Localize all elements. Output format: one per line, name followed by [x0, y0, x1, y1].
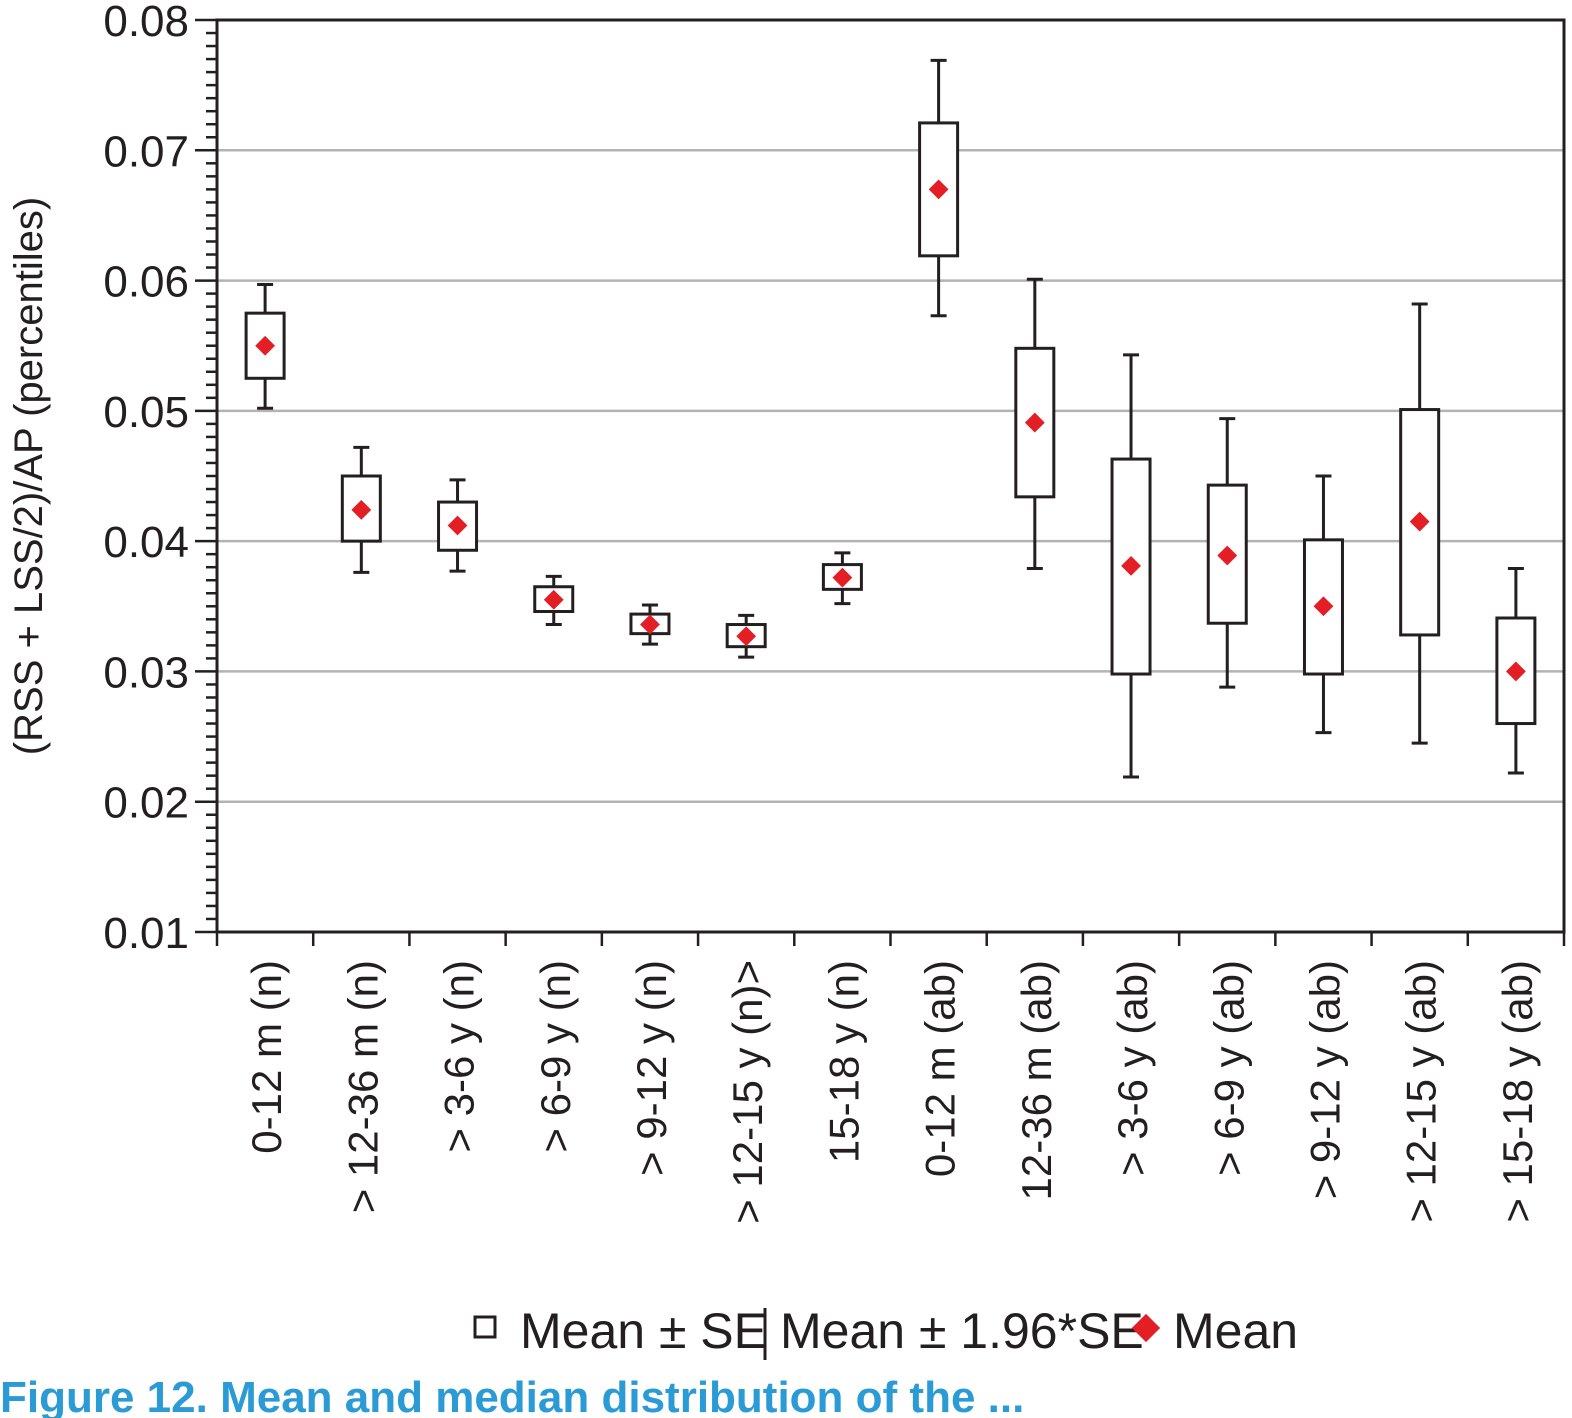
mean-marker [1217, 545, 1238, 566]
figure-caption: Figure 12. Mean and median distribution … [0, 1373, 1024, 1418]
x-category-label: > 12-15 y (n)> [724, 960, 771, 1224]
y-tick-label: 0.04 [103, 518, 189, 567]
legend-item-ci: Mean ± 1.96*SE [780, 1303, 1144, 1359]
y-tick-label: 0.02 [103, 779, 189, 828]
legend-box-swatch [473, 1315, 497, 1339]
x-category-label: > 9-12 y (ab) [1301, 960, 1348, 1199]
grid-lines [217, 149, 1564, 803]
x-category-label: > 12-36 m (n) [339, 960, 386, 1213]
y-tick-label: 0.06 [103, 258, 189, 307]
y-tick-label: 0.08 [103, 0, 189, 46]
mean-marker [447, 515, 468, 536]
x-category-label: > 15-18 y (ab) [1494, 960, 1541, 1223]
x-category-label: > 3-6 y (ab) [1109, 960, 1156, 1176]
box-group [437, 478, 479, 573]
box-group [1014, 277, 1056, 571]
box-group [821, 551, 863, 606]
x-category-label: 0-12 m (n) [243, 960, 290, 1154]
mean-marker [1121, 555, 1141, 576]
mean-marker [255, 335, 276, 356]
y-tick-label: 0.03 [103, 648, 189, 697]
y-axis-title: (RSS + LSS/2)/AP (percentiles) [7, 197, 51, 755]
x-category-label: > 6-9 y (ab) [1205, 960, 1252, 1176]
mean-marker [640, 614, 660, 635]
box-series [244, 58, 1537, 779]
axes: 0.01 0.02 0.03 0.04 0.05 0.06 0.07 0.08 0-12 m (… [103, 0, 1566, 1224]
x-category-label: > 12-15 y (ab) [1398, 960, 1445, 1223]
legend-mean-swatch [1131, 1313, 1161, 1343]
box-group [1495, 567, 1537, 775]
legend-item-mean: Mean [1173, 1303, 1298, 1359]
y-tick-label: 0.01 [103, 909, 189, 958]
mean-marker [832, 567, 853, 588]
x-category-label: > 9-12 y (n) [628, 960, 675, 1176]
x-category-label: 15-18 y (n) [820, 960, 867, 1163]
y-tick-label: 0.05 [103, 388, 189, 437]
mean-marker [1313, 596, 1334, 617]
box-group [725, 613, 767, 659]
box-group [244, 282, 286, 410]
box-group [1302, 474, 1344, 735]
box-group [1110, 353, 1152, 779]
box-group [918, 58, 960, 318]
plot-frame [215, 18, 1566, 934]
y-tick-label: 0.07 [103, 127, 189, 176]
mean-marker [1505, 661, 1526, 682]
x-category-label: 0-12 m (ab) [917, 960, 964, 1177]
mean-marker [736, 626, 757, 647]
box-group [629, 603, 671, 646]
box-group [1206, 417, 1248, 689]
box-group [1399, 302, 1441, 745]
mean-marker [543, 589, 564, 610]
mean-marker [351, 499, 372, 520]
se-box [1399, 408, 1441, 637]
legend: Mean ± SE Mean ± 1.96*SE Mean [473, 1303, 1298, 1360]
box-group [533, 574, 575, 627]
x-category-label: 12-36 m (ab) [1013, 960, 1060, 1200]
se-box [1495, 616, 1537, 726]
mean-marker [1409, 511, 1430, 532]
legend-item-se: Mean ± SE [520, 1303, 767, 1359]
mean-marker [1024, 412, 1045, 433]
x-category-label: > 3-6 y (n) [436, 960, 483, 1153]
box-group [340, 445, 382, 574]
x-category-label: > 6-9 y (n) [532, 960, 579, 1153]
